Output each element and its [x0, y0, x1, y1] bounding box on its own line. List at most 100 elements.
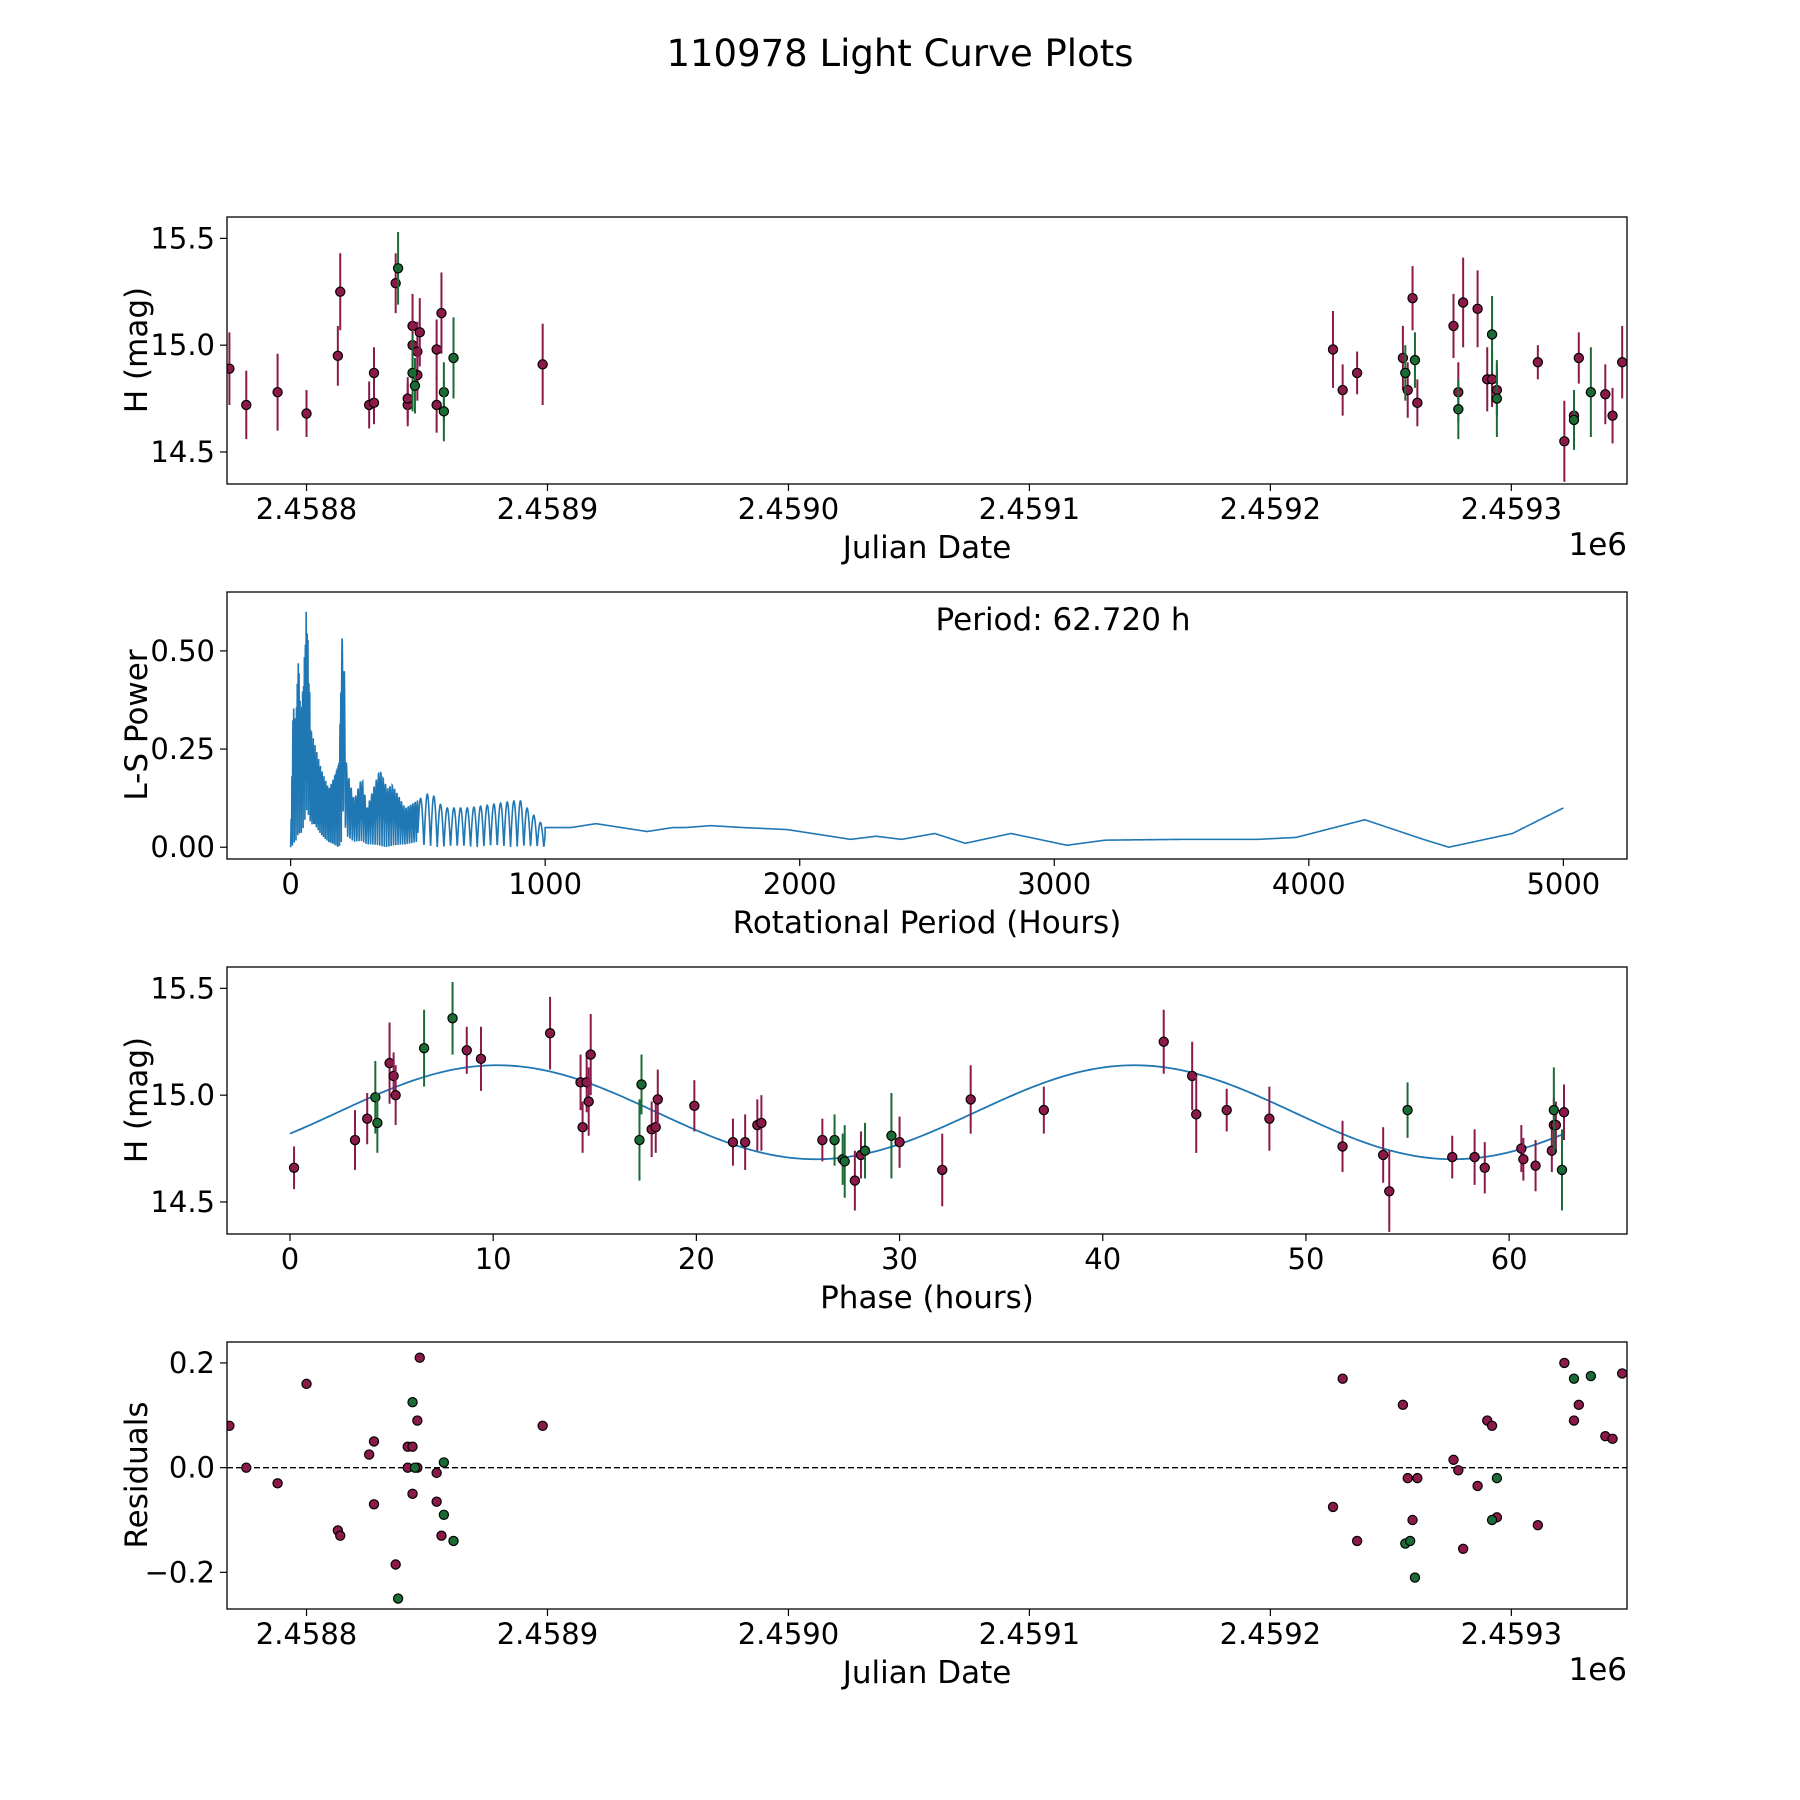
panel-residuals: 2.4588 2.4589 2.4590 2.4591 2.4592 2.4593 −0.2… — [119, 1341, 1670, 1691]
data-point-red — [1448, 1454, 1459, 1465]
panel-residuals-offset: 1e6 — [1568, 1652, 1627, 1688]
x-tick-label: 40 — [1084, 1242, 1121, 1276]
data-point-red — [436, 307, 447, 319]
data-point-green — [1404, 1535, 1416, 1547]
data-point-red — [1397, 1399, 1409, 1411]
data-point-red — [1558, 1107, 1570, 1118]
data-point-green — [448, 1535, 459, 1547]
data-point-green — [372, 1117, 383, 1129]
data-point-green — [859, 1145, 871, 1156]
data-point-red — [407, 1488, 418, 1500]
y-tick-label: −0.2 — [145, 1555, 215, 1589]
data-point-red — [1457, 297, 1469, 308]
x-tick-label: 60 — [1491, 1242, 1528, 1276]
data-point-green — [438, 1509, 450, 1520]
data-point-red — [1472, 303, 1483, 315]
x-tick-label: 2.4589 — [497, 1617, 598, 1651]
data-point-green — [447, 1013, 458, 1024]
data-point-red — [1661, 1358, 1670, 1367]
data-point-red — [1457, 1543, 1469, 1554]
x-tick-label: 30 — [881, 1242, 918, 1276]
data-point-red — [412, 1415, 423, 1426]
x-tick-label: 2.4588 — [256, 1617, 357, 1651]
panel-residuals-ylabel: Residuals — [119, 1401, 155, 1548]
x-tick-label: 2.4592 — [1220, 492, 1321, 526]
y-tick-label: 15.5 — [150, 971, 215, 1005]
data-point-green — [438, 406, 450, 417]
data-point-green — [1491, 1472, 1503, 1484]
y-tick-label: 14.5 — [150, 1185, 215, 1219]
y-tick-label: 15.5 — [150, 221, 215, 255]
y-tick-label: 15.0 — [150, 1078, 215, 1112]
panel-residuals-xlabel: Julian Date — [841, 1655, 1012, 1691]
x-tick-label: 2.4589 — [497, 492, 598, 526]
data-point-red — [727, 1136, 739, 1148]
data-point-green — [438, 1457, 450, 1468]
data-point-green — [636, 1079, 647, 1090]
data-point-green — [886, 1130, 897, 1141]
data-point-red — [544, 1028, 556, 1039]
data-point-green — [1491, 393, 1503, 404]
data-point-red — [1337, 1141, 1348, 1152]
x-tick-label: 0 — [281, 1242, 299, 1276]
data-point-red — [1600, 389, 1611, 400]
data-point-red — [1568, 1415, 1580, 1426]
data-point-red — [332, 350, 344, 362]
data-point-red — [414, 1352, 425, 1363]
data-point-red — [436, 1530, 447, 1541]
data-point-red — [1337, 1373, 1348, 1384]
panel-residuals-frame — [226, 1341, 1628, 1610]
y-tick-label: 15.0 — [150, 328, 215, 362]
data-point-red — [849, 1175, 861, 1186]
data-point-red — [1559, 1357, 1570, 1369]
period-annotation: Period: 62.720 h — [936, 602, 1191, 638]
data-point-green — [1453, 404, 1464, 415]
data-point-red — [1661, 413, 1670, 422]
x-tick-label: 2.4590 — [738, 492, 839, 526]
data-layer — [288, 981, 1570, 1232]
data-point-red — [965, 1094, 976, 1105]
x-tick-label: 20 — [678, 1242, 715, 1276]
data-point-red — [241, 1462, 252, 1473]
panel-lightcurve-offset: 1e6 — [1568, 527, 1627, 563]
y-tick-label: 0.00 — [150, 830, 215, 864]
data-point-green — [418, 1042, 430, 1054]
data-point-red — [1221, 1104, 1232, 1116]
data-point-red — [1472, 1480, 1483, 1492]
y-tick-label: 0.50 — [150, 634, 215, 668]
x-tick-label: 4000 — [1272, 867, 1346, 901]
panel-lightcurve-xlabel: Julian Date — [841, 530, 1012, 566]
panel-lightcurve-frame — [226, 216, 1628, 485]
data-point-red — [1469, 1151, 1480, 1163]
panel-periodogram-frame — [226, 591, 1628, 860]
data-point-red — [537, 359, 548, 370]
data-point-red — [1607, 1433, 1618, 1445]
data-point-green — [634, 1134, 645, 1146]
data-point-red — [431, 399, 442, 411]
data-point-red — [1486, 1420, 1498, 1431]
data-point-red — [461, 1045, 472, 1056]
data-point-red — [817, 1134, 828, 1146]
data-point-red — [1412, 397, 1423, 409]
y-tick-label: 0.0 — [169, 1451, 215, 1485]
data-point-red — [756, 1117, 767, 1129]
data-point-red — [272, 386, 283, 398]
x-tick-label: 2.4590 — [738, 1617, 839, 1651]
data-point-red — [689, 1100, 700, 1112]
x-tick-label: 2.4592 — [1220, 1617, 1321, 1651]
data-point-green — [1400, 367, 1411, 379]
data-point-red — [368, 1436, 380, 1447]
data-point-red — [388, 1070, 399, 1082]
panel-periodogram-xlabel: Rotational Period (Hours) — [733, 905, 1122, 941]
data-point-red — [301, 1378, 312, 1390]
data-point-red — [402, 393, 413, 404]
x-tick-label: 50 — [1288, 1242, 1325, 1276]
data-point-green — [1409, 354, 1421, 366]
data-point-red — [1559, 436, 1570, 447]
data-point-red — [1530, 1160, 1541, 1171]
data-point-green — [1409, 1572, 1421, 1583]
data-point-red — [431, 1467, 442, 1479]
data-point-red — [1447, 1151, 1458, 1163]
data-point-green — [1585, 1370, 1597, 1382]
data-point-green — [839, 1156, 850, 1167]
